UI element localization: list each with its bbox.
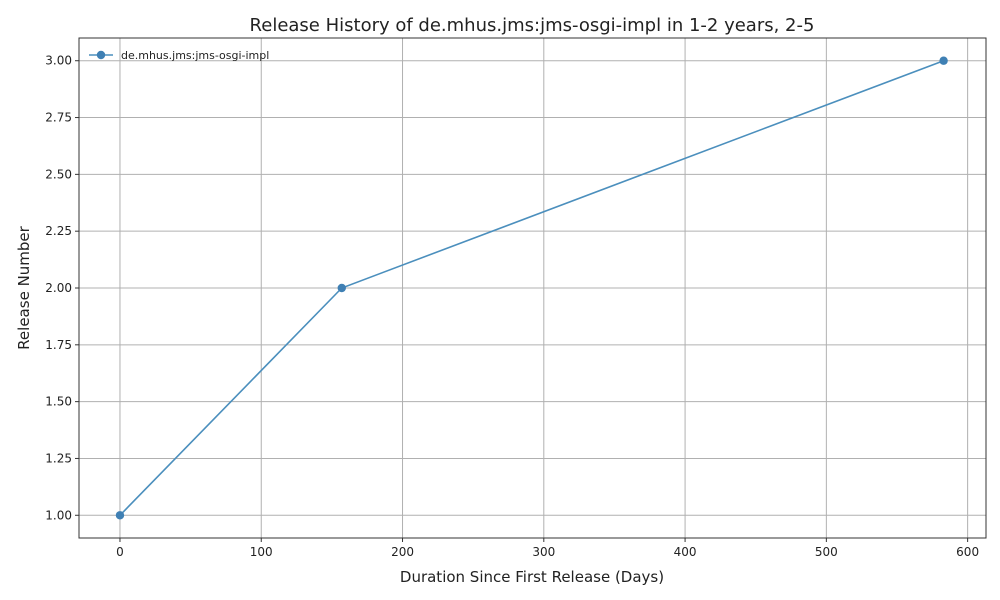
x-axis-label: Duration Since First Release (Days) <box>400 568 664 586</box>
y-tick-label: 1.50 <box>45 395 72 409</box>
x-tick-label: 100 <box>250 545 273 559</box>
x-tick-label: 600 <box>956 545 979 559</box>
y-tick-label: 1.75 <box>45 338 72 352</box>
data-point <box>115 511 125 520</box>
y-tick-label: 2.00 <box>45 281 72 295</box>
data-point <box>337 283 346 293</box>
y-tick-label: 3.00 <box>45 54 72 68</box>
y-axis-label: Release Number <box>15 225 33 349</box>
y-tick-label: 2.50 <box>45 167 72 181</box>
grid-lines <box>79 38 986 538</box>
series-layer <box>115 56 948 520</box>
data-point <box>939 56 948 65</box>
x-ticks: 0 100 200 300 400 500 600 <box>116 538 979 559</box>
legend-marker-swatch <box>96 50 106 60</box>
y-ticks: 1.00 1.25 1.50 1.75 2.00 2.25 2.50 2.75 3.00 <box>45 54 79 522</box>
legend-entry-label: de.mhus.jms:jms-osgi-impl <box>121 49 269 62</box>
y-tick-label: 1.00 <box>45 508 72 522</box>
y-tick-label: 2.75 <box>45 111 72 125</box>
x-tick-label: 400 <box>674 545 697 559</box>
x-tick-label: 0 <box>116 545 124 559</box>
y-tick-label: 1.25 <box>45 451 72 465</box>
legend: de.mhus.jms:jms-osgi-impl <box>89 49 269 62</box>
x-tick-label: 500 <box>815 545 838 559</box>
chart-title: Release History of de.mhus.jms:jms-osgi-… <box>250 15 815 36</box>
y-tick-label: 2.25 <box>45 224 72 238</box>
x-tick-label: 300 <box>532 545 555 559</box>
x-tick-label: 200 <box>391 545 414 559</box>
